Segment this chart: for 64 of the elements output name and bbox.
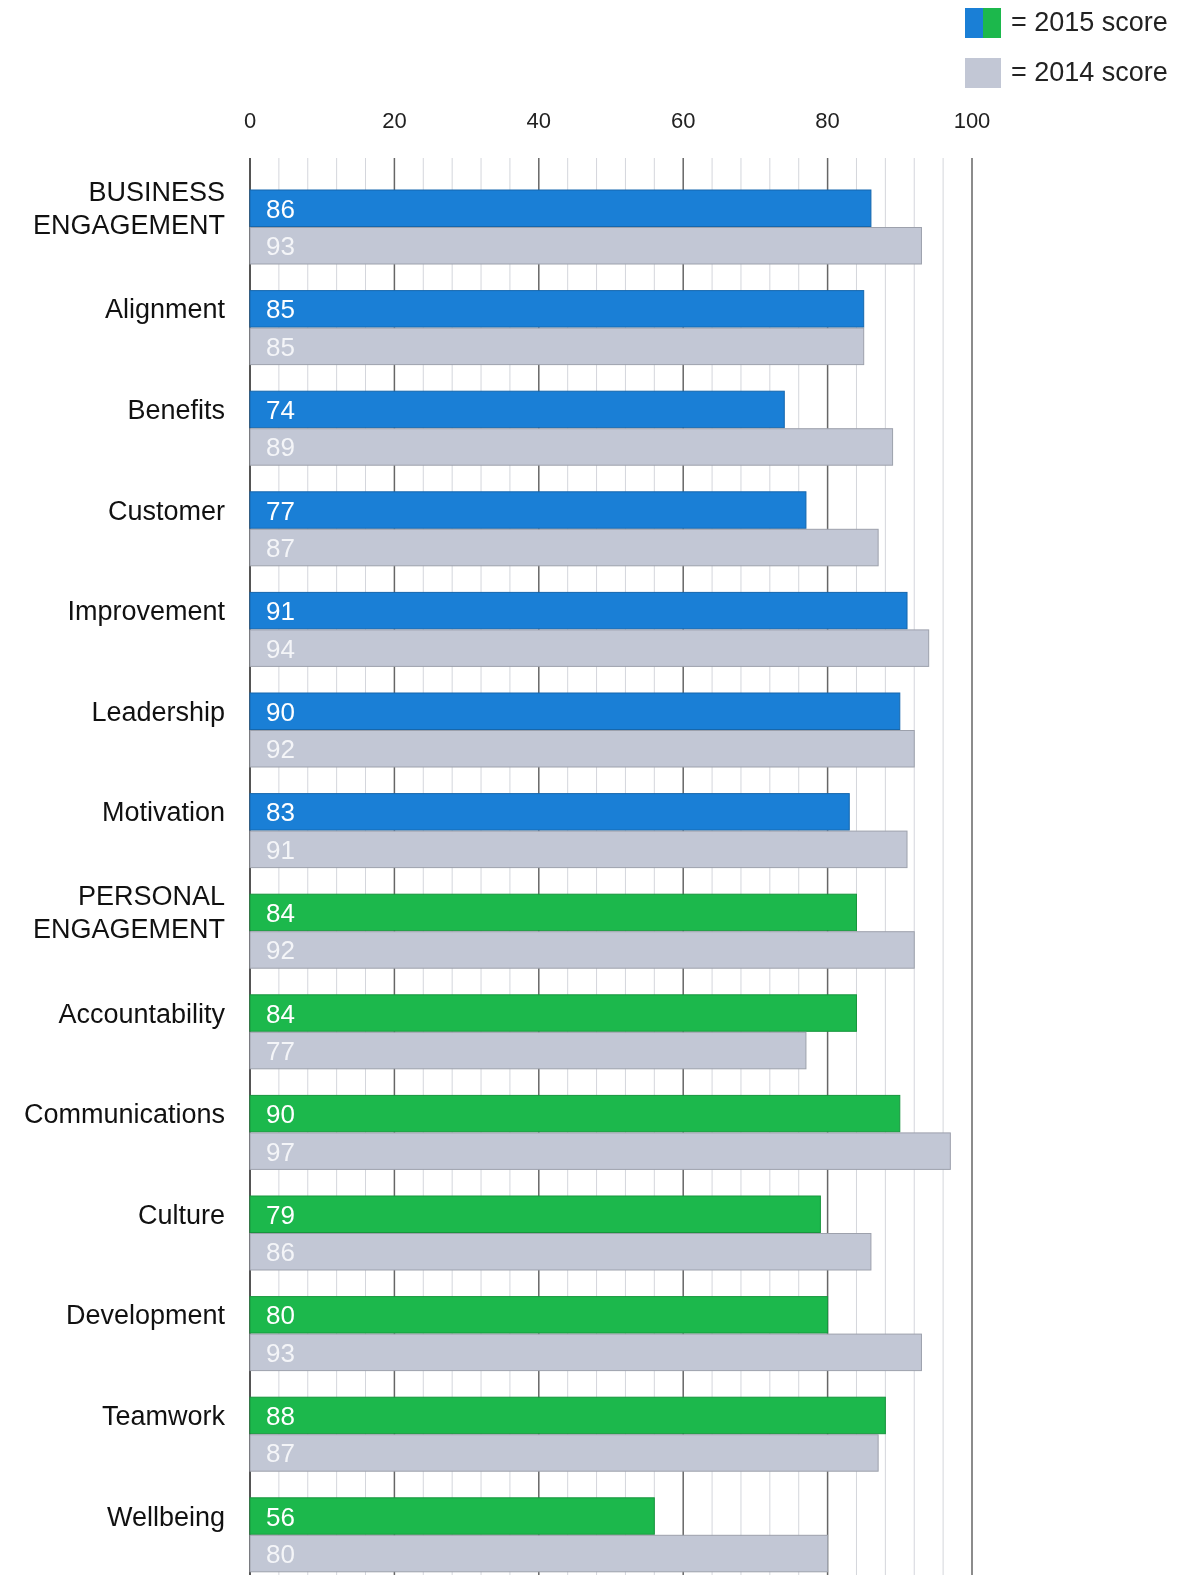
bar [249,1296,829,1334]
data-label: 77 [266,495,295,526]
bar [249,1434,879,1472]
bar [249,692,901,730]
bar [249,390,785,429]
data-label: 80 [266,1300,295,1331]
bar [249,1333,922,1372]
y-tick-label: Communications [23,1099,225,1130]
data-label: 88 [266,1400,295,1431]
bar [249,1031,807,1070]
x-tick-label: 20 [382,108,407,133]
x-tick-label: 0 [243,108,257,133]
bar [249,793,850,831]
bar [249,1233,872,1271]
y-tick-label: PERSONAL ENGAGEMENT [32,881,225,945]
y-tick-label: Development [65,1300,226,1331]
x-tick-label: 80 [815,108,840,133]
y-tick-label: Culture [137,1199,225,1230]
bar [249,428,894,466]
bar [249,730,915,768]
bar [249,931,915,969]
bar [249,227,922,265]
legend-label: = 2015 score [1011,7,1168,37]
legend-label: = 2014 score [1011,57,1168,87]
y-tick-label: Benefits [127,394,225,425]
bar [249,994,857,1032]
bar [249,327,865,366]
y-tick-label: BUSINESS ENGAGEMENT [32,177,225,241]
bar [249,1195,821,1233]
bar [249,1497,655,1535]
bar [249,893,857,932]
bar [249,189,872,227]
y-tick-label: Accountability [58,998,226,1029]
bar [249,629,930,667]
bar [249,1132,951,1170]
y-tick-label: Motivation [101,797,225,828]
bar [249,830,908,869]
data-label: 91 [266,596,295,627]
bar [249,1396,886,1435]
x-tick-label: 40 [526,108,552,133]
bar [249,591,908,630]
x-tick-label: 100 [953,108,991,133]
bar [249,1094,901,1133]
y-tick-label: Teamwork [101,1400,226,1431]
y-tick-label: Leadership [91,696,225,727]
data-label: 74 [266,394,295,425]
bar [249,1534,829,1573]
data-label: 90 [266,696,295,727]
data-label: 90 [266,1099,295,1130]
data-label: 85 [266,294,295,325]
bar [249,290,865,328]
y-tick-label: Improvement [67,596,226,627]
y-tick-label: Customer [107,495,226,526]
y-tick-label: Wellbeing [106,1501,225,1532]
data-label: 83 [266,797,295,828]
data-label: 84 [266,897,295,928]
bar [249,528,879,567]
bar [249,491,807,529]
data-label: 56 [266,1501,295,1532]
data-label: 86 [266,193,295,224]
x-tick-label: 60 [670,108,696,133]
y-tick-label: Alignment [104,294,226,325]
data-label: 84 [266,998,295,1029]
data-label: 79 [266,1199,295,1230]
